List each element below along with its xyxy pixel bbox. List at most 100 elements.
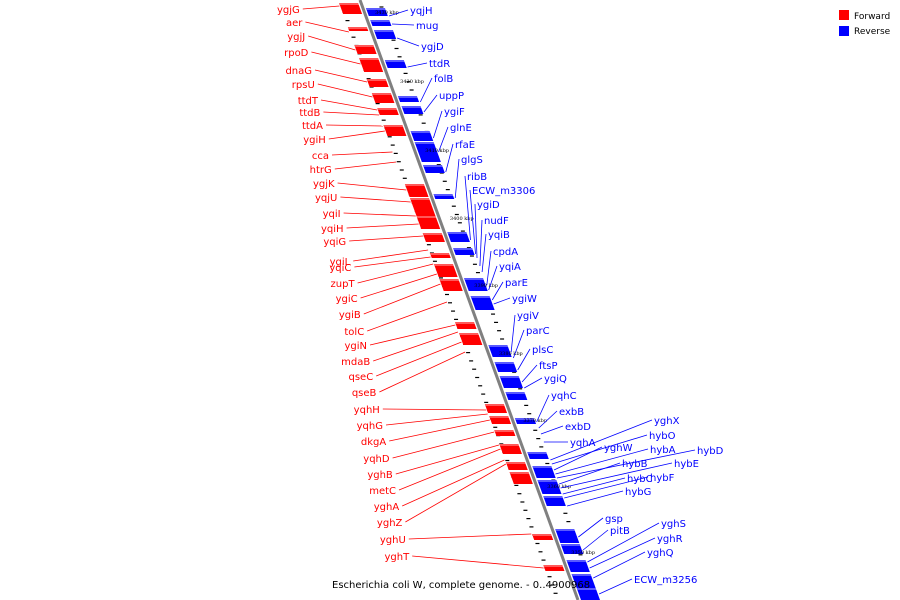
gene-feature: [453, 248, 475, 255]
forward-gene-label: ttdA: [302, 121, 323, 132]
gene-feature: [409, 198, 436, 216]
gene-feature-shade: [433, 194, 454, 196]
gene-feature: [384, 60, 407, 68]
gene-feature-shade: [537, 480, 558, 482]
gene-leader-line: [469, 189, 476, 255]
reverse-gene-label: hybB: [622, 459, 648, 470]
gene-feature: [509, 472, 533, 484]
gene-feature-shade: [365, 8, 386, 10]
gene-leader-line: [445, 143, 454, 173]
gene-feature-shade: [499, 444, 520, 446]
gene-leader-line: [408, 533, 532, 540]
gene-feature: [458, 333, 483, 345]
reverse-gene-label: cpdA: [493, 247, 518, 258]
gene-feature: [566, 560, 590, 572]
gene-feature: [571, 574, 596, 588]
gene-feature-shade: [447, 232, 468, 234]
scale-label: 3420 kbp: [400, 79, 424, 85]
scale-label: 3370 kbp: [523, 418, 547, 424]
forward-gene-label: tolC: [344, 327, 364, 338]
gene-leader-line: [536, 394, 550, 423]
reverse-gene-label: parC: [526, 326, 550, 337]
gene-feature-shade: [404, 184, 425, 186]
gene-leader-line: [305, 21, 349, 33]
legend-forward-label: Forward: [854, 12, 890, 22]
gene-feature-shade: [433, 264, 454, 266]
forward-gene-label: yghT: [384, 552, 410, 563]
scale-label: 3350 kbp: [571, 550, 595, 556]
gene-leader-line: [395, 444, 500, 475]
gene-leader-line: [396, 37, 420, 47]
reverse-gene-label: parE: [505, 278, 528, 289]
reverse-gene-label: ECW_m3306: [472, 186, 535, 197]
gene-feature: [527, 452, 549, 459]
gene-leader-line: [562, 477, 626, 495]
legend: Forward Reverse: [839, 10, 891, 37]
gene-feature-shade: [543, 565, 564, 567]
gene-leader-line: [587, 522, 660, 563]
reverse-gene-label: plsC: [532, 345, 553, 356]
reverse-gene-label: ribB: [467, 172, 487, 183]
gene-leader-line: [402, 459, 505, 507]
gene-feature-shade: [532, 466, 553, 468]
forward-gene-label: ygiB: [339, 310, 361, 321]
scale-label: 3360 kbp: [547, 484, 571, 490]
gene-feature-shade: [527, 452, 548, 454]
gene-leader-line: [538, 410, 558, 429]
reverse-gene-label: ECW_m3256: [634, 575, 697, 586]
gene-leader-line: [454, 158, 460, 199]
gene-leader-line: [308, 35, 356, 51]
forward-gene-label: yqiC: [329, 263, 351, 274]
gene-feature-shade: [422, 165, 443, 167]
gene-leader-line: [578, 517, 604, 538]
reverse-gene-label: ftsP: [539, 361, 558, 372]
gene-feature-shade: [464, 278, 485, 280]
gene-leader-line: [349, 235, 424, 242]
reverse-gene-label: yqhA: [570, 438, 596, 449]
gene-feature: [433, 194, 455, 199]
gene-leader-line: [392, 431, 495, 459]
gene-feature-shade: [383, 125, 404, 127]
gene-feature: [543, 565, 565, 571]
reverse-gene-label: hybD: [697, 446, 724, 457]
gene-feature: [371, 93, 395, 103]
gene-feature-shade: [373, 30, 394, 32]
gene-feature: [494, 430, 516, 436]
forward-gene-label: rpsU: [292, 80, 315, 91]
gene-feature: [505, 392, 528, 400]
forward-gene-label: ygiC: [336, 294, 358, 305]
reverse-gene-label: ygiW: [512, 294, 537, 305]
gene-leader-line: [521, 364, 538, 383]
gene-feature: [454, 322, 477, 329]
reverse-gene-label: ygiD: [477, 200, 500, 211]
gene-feature-shade: [532, 534, 553, 536]
reverse-gene-label: hybO: [649, 431, 676, 442]
gene-feature-shade: [370, 20, 391, 22]
gene-leader-line: [488, 265, 498, 291]
gene-leader-line: [517, 348, 531, 371]
gene-feature: [416, 216, 441, 229]
gene-leader-line: [493, 297, 511, 305]
reverse-gene-label: yqjH: [410, 6, 433, 17]
gene-leader-line: [567, 490, 624, 507]
gene-feature: [505, 462, 528, 470]
gene-feature-shade: [422, 233, 443, 235]
gene-leader-line: [598, 578, 633, 595]
gene-leader-line: [311, 51, 361, 65]
gene-feature: [489, 416, 512, 424]
gene-feature: [397, 96, 420, 102]
forward-gene-label: cca: [312, 151, 329, 162]
gene-leader-line: [398, 448, 501, 491]
gene-leader-line: [510, 314, 516, 353]
gene-feature-shade: [371, 93, 392, 95]
gene-feature: [555, 529, 580, 543]
gene-leader-line: [382, 408, 487, 411]
forward-gene-label: dnaG: [285, 66, 312, 77]
gene-leader-line: [328, 130, 385, 140]
gene-leader-line: [340, 196, 411, 203]
gene-leader-line: [540, 425, 564, 435]
forward-gene-label: yghZ: [377, 518, 403, 529]
gene-leader-line: [405, 463, 507, 523]
gene-feature-shade: [494, 362, 515, 364]
gene-feature: [484, 404, 508, 413]
